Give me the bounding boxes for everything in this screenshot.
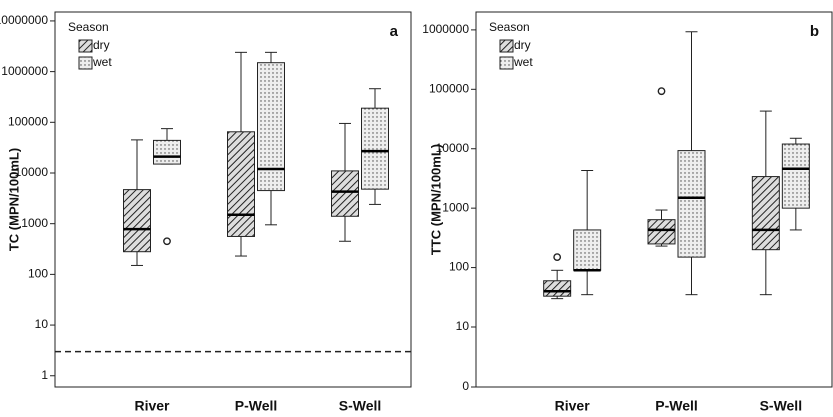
x-tick-label: P-Well bbox=[655, 398, 698, 414]
y-axis-label: TC (MPN/100mL) bbox=[6, 148, 21, 251]
outlier bbox=[657, 87, 666, 96]
y-tick-label: 10000 bbox=[436, 141, 470, 155]
box bbox=[361, 107, 389, 190]
x-tick-label: River bbox=[555, 398, 591, 414]
legend-swatch bbox=[499, 56, 514, 70]
legend-label: wet bbox=[92, 55, 112, 69]
box bbox=[331, 170, 359, 217]
box bbox=[543, 280, 572, 297]
legend-swatch bbox=[78, 56, 93, 70]
y-tick-label: 1000000 bbox=[422, 22, 469, 36]
legend-label: dry bbox=[93, 38, 110, 52]
box bbox=[677, 150, 706, 258]
y-tick-label: 1000000 bbox=[1, 64, 48, 78]
plot-frame bbox=[475, 11, 833, 388]
y-tick-label: 100 bbox=[449, 260, 469, 274]
y-tick-label: 10000 bbox=[15, 165, 49, 179]
legend-title: Season bbox=[489, 20, 530, 34]
y-tick-label: 1000 bbox=[21, 216, 48, 230]
y-axis-label: TTC (MPN/100mL) bbox=[428, 144, 443, 255]
y-tick-label: 1 bbox=[41, 368, 48, 382]
y-tick-label: 10 bbox=[35, 317, 49, 331]
legend-swatch bbox=[499, 39, 514, 53]
panel-label: b bbox=[810, 23, 819, 40]
x-tick-label: S-Well bbox=[760, 398, 803, 414]
box bbox=[123, 189, 151, 253]
x-tick-label: P-Well bbox=[235, 398, 278, 414]
legend-swatch bbox=[78, 39, 93, 53]
plot-frame bbox=[54, 11, 412, 388]
panel-label: a bbox=[390, 23, 399, 40]
y-tick-label: 1000 bbox=[442, 200, 469, 214]
legend-title: Season bbox=[68, 20, 109, 34]
box bbox=[573, 229, 602, 271]
y-tick-label: 100000 bbox=[8, 114, 48, 128]
legend-label: wet bbox=[513, 55, 533, 69]
outlier bbox=[553, 253, 562, 262]
box bbox=[647, 219, 676, 245]
y-tick-label: 0 bbox=[462, 379, 469, 393]
y-tick-label: 10 bbox=[456, 319, 470, 333]
x-tick-label: River bbox=[134, 398, 170, 414]
box bbox=[781, 143, 810, 209]
x-tick-label: S-Well bbox=[339, 398, 382, 414]
legend-label: dry bbox=[514, 38, 531, 52]
box bbox=[153, 139, 181, 165]
y-tick-label: 100 bbox=[28, 267, 48, 281]
box bbox=[751, 176, 780, 251]
y-tick-label: 100000 bbox=[429, 81, 469, 95]
box bbox=[257, 62, 285, 192]
outlier bbox=[163, 237, 171, 246]
box bbox=[227, 131, 255, 237]
